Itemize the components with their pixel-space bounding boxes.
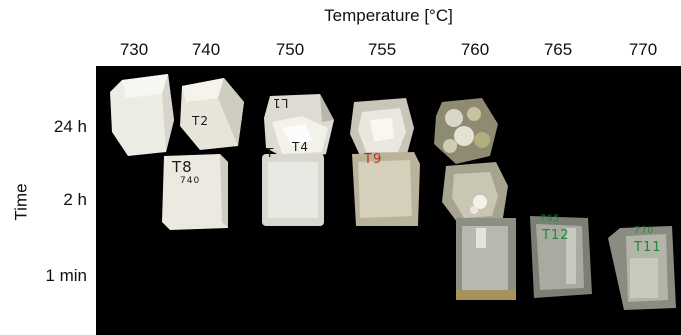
temperature-labels: 730 740 750 755 760 765 770: [0, 40, 681, 62]
axis-title-time: Time: [11, 183, 31, 221]
temp-label-740: 740: [191, 40, 221, 59]
sample-label: L1: [272, 96, 289, 110]
temp-label-770: 770: [628, 40, 658, 59]
sample-label: T9: [364, 152, 383, 167]
row-label-24h: 24 h: [53, 117, 87, 136]
sample-750-24h: L1 T4: [262, 92, 338, 162]
temp-label-765: 765: [543, 40, 573, 59]
sample-740-2h: T8 740: [160, 152, 234, 232]
sample-label: T: [266, 146, 275, 160]
sample-760-2h: [440, 160, 510, 228]
sample-770-1min: 770 T11: [606, 224, 678, 312]
sample-label: 740: [180, 176, 201, 186]
sample-755-24h: [348, 94, 418, 162]
sample-755-2h: T9: [350, 150, 424, 228]
row-label-2h: 2 h: [63, 190, 87, 209]
temp-label-730: 730: [119, 40, 149, 59]
sample-label: T2: [192, 114, 209, 128]
temp-label-760: 760: [460, 40, 490, 59]
sample-740-24h: T2: [178, 76, 250, 150]
sample-label: T12: [542, 228, 570, 243]
sample-label: T8: [172, 158, 193, 176]
sample-photo: T2 L1 T4: [96, 66, 681, 335]
row-label-1min: 1 min: [45, 266, 87, 285]
sample-760-24h: [432, 96, 500, 166]
sample-765-1min: 765 T12: [526, 214, 594, 300]
sample-750-2h: T: [260, 146, 328, 228]
axis-title-temperature: Temperature [°C]: [324, 6, 453, 25]
temp-label-750: 750: [275, 40, 305, 59]
sample-label: T11: [634, 240, 662, 255]
sample-label: T4: [292, 140, 309, 154]
sample-760-1min: [454, 216, 518, 302]
temp-label-755: 755: [367, 40, 397, 59]
sample-label: 770: [634, 226, 655, 236]
sample-730-24h: [106, 72, 176, 158]
sample-label: 765: [540, 214, 561, 224]
